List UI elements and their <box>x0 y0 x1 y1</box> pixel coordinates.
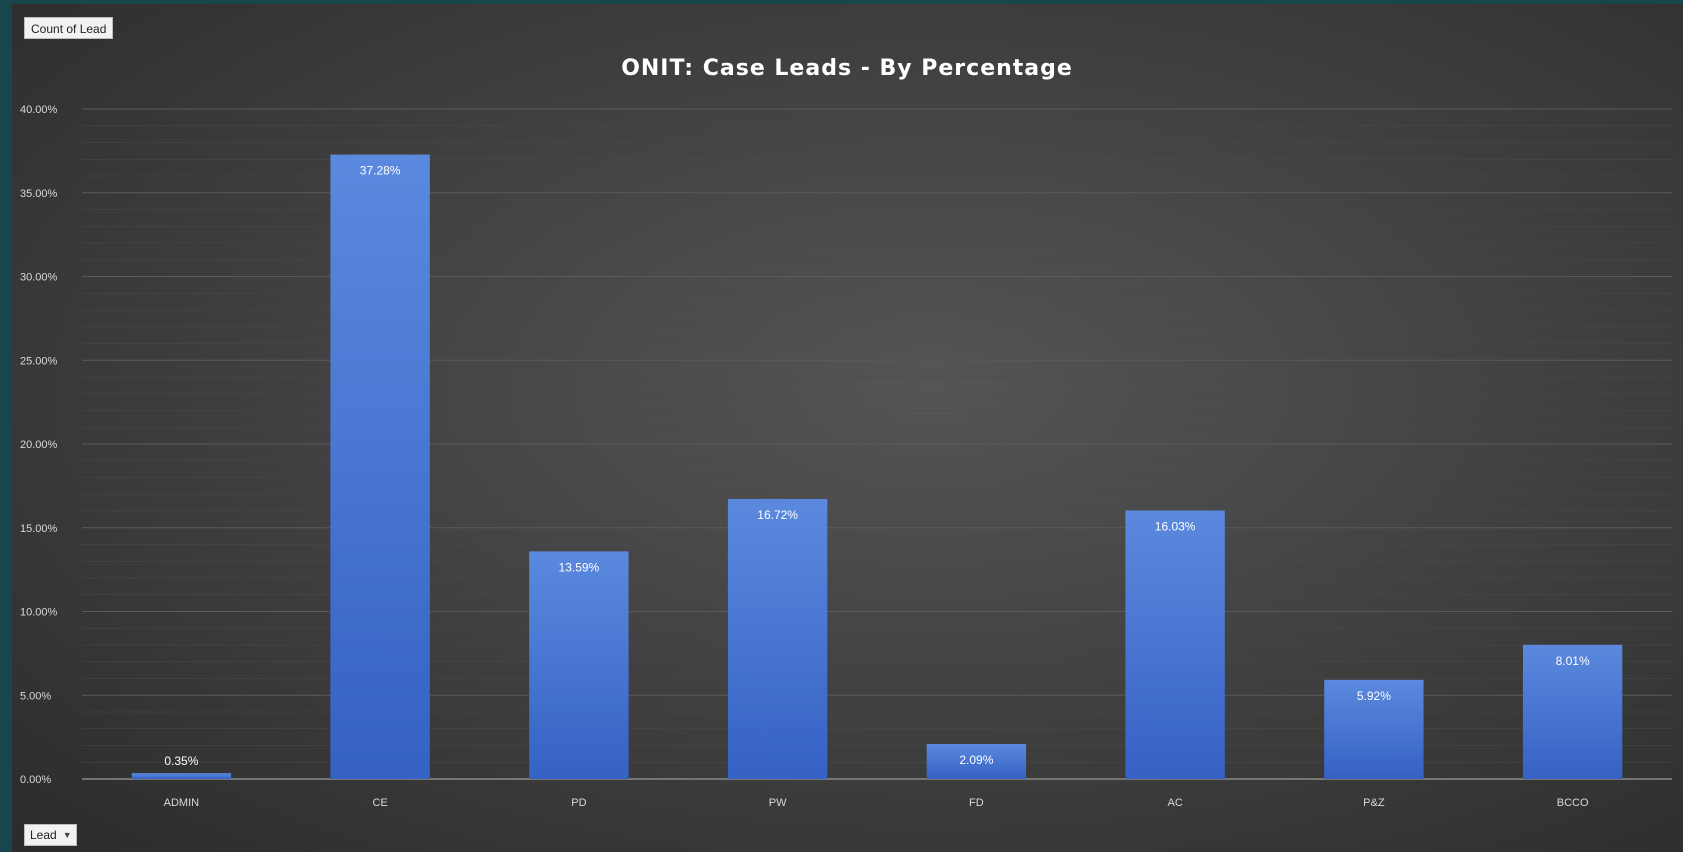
x-tick-label: FD <box>969 797 984 809</box>
x-tick-label: PD <box>571 797 586 809</box>
dropdown-arrow-icon: ▼ <box>62 830 72 840</box>
pivot-chart: 0.35% 37.28% 13.59% 16.72% 2.09% 16.03% 5.92% 8… <box>12 4 1683 852</box>
x-tick-label: BCCO <box>1557 797 1589 809</box>
bar-admin[interactable] <box>131 773 232 779</box>
x-tick-label: P&Z <box>1363 797 1385 809</box>
y-tick-label: 10.00% <box>20 607 58 619</box>
y-tick-label: 15.00% <box>20 523 58 535</box>
x-axis: ADMIN CE PD PW FD AC P&Z BCCO <box>164 797 1589 809</box>
y-tick-label: 0.00% <box>20 774 51 786</box>
data-label: 13.59% <box>559 560 600 574</box>
bar-bcco[interactable] <box>1522 644 1623 779</box>
x-tick-label: CE <box>372 797 387 809</box>
bar-p-z[interactable] <box>1324 679 1424 779</box>
data-label: 16.03% <box>1155 519 1196 533</box>
data-label: 8.01% <box>1556 654 1590 668</box>
bar-series[interactable] <box>131 154 1623 779</box>
y-tick-label: 35.00% <box>20 188 58 200</box>
gridlines <box>82 108 1672 780</box>
chart-canvas: 0.35% 37.28% 13.59% 16.72% 2.09% 16.03% 5.92% 8… <box>20 56 1672 809</box>
chart-title: ONIT: Case Leads - By Percentage <box>621 56 1073 81</box>
axis-field-label: Lead <box>30 828 57 842</box>
bar-ce[interactable] <box>330 154 430 779</box>
axis-field-button[interactable]: Lead ▼ <box>24 824 77 846</box>
data-labels: 0.35% 37.28% 13.59% 16.72% 2.09% 16.03% 5.92% 8… <box>164 164 1590 769</box>
x-tick-label: PW <box>769 797 787 809</box>
y-tick-label: 30.00% <box>20 272 58 284</box>
data-label: 5.92% <box>1357 689 1391 703</box>
y-tick-label: 40.00% <box>20 104 58 116</box>
y-axis: 0.00% 5.00% 10.00% 15.00% 20.00% 25.00% 30.00%… <box>20 104 58 786</box>
data-label: 16.72% <box>757 508 798 522</box>
bar-fd[interactable] <box>926 743 1027 779</box>
y-tick-label: 5.00% <box>20 690 51 702</box>
value-field-button[interactable]: Count of Lead <box>24 17 114 39</box>
bar-pw[interactable] <box>727 498 828 779</box>
data-label: 2.09% <box>959 753 993 767</box>
data-label: 37.28% <box>360 164 401 178</box>
x-tick-label: AC <box>1167 797 1182 809</box>
y-tick-label: 20.00% <box>20 439 58 451</box>
data-label: 0.35% <box>164 754 198 768</box>
x-tick-label: ADMIN <box>164 797 200 809</box>
bar-pd[interactable] <box>529 551 629 779</box>
y-tick-label: 25.00% <box>20 355 58 367</box>
bar-ac[interactable] <box>1125 510 1225 779</box>
